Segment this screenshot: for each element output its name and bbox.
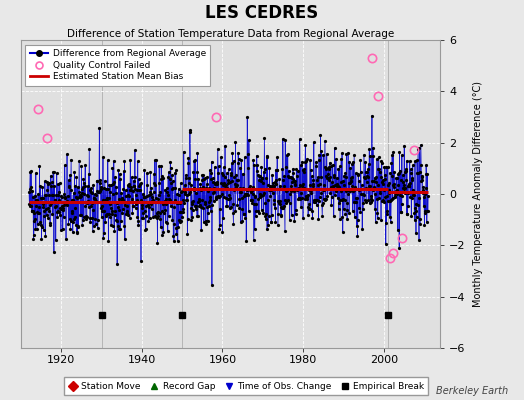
Y-axis label: Monthly Temperature Anomaly Difference (°C): Monthly Temperature Anomaly Difference (… (473, 81, 483, 307)
Legend: Station Move, Record Gap, Time of Obs. Change, Empirical Break: Station Move, Record Gap, Time of Obs. C… (64, 378, 428, 396)
Text: LES CEDRES: LES CEDRES (205, 4, 319, 22)
Title: Difference of Station Temperature Data from Regional Average: Difference of Station Temperature Data f… (67, 29, 394, 39)
Text: Berkeley Earth: Berkeley Earth (436, 386, 508, 396)
Legend: Difference from Regional Average, Quality Control Failed, Estimated Station Mean: Difference from Regional Average, Qualit… (26, 44, 210, 86)
